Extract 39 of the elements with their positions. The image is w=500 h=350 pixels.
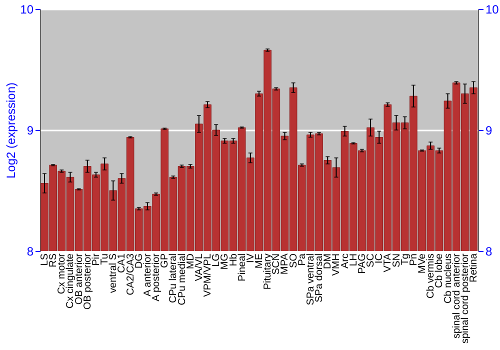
x-tick-label: IV [245, 253, 256, 263]
x-tick-label: Pineal [236, 254, 248, 282]
y2-tick-label: 9 [486, 124, 492, 138]
x-tick-label: Hb [228, 253, 240, 266]
x-tick-label: Pa [296, 253, 308, 266]
x-tick-label: VTA [382, 253, 394, 272]
x-tick-label: DG [134, 253, 145, 268]
x-tick-label: Cb nucleus [442, 254, 454, 304]
x-tick-label: ME [254, 253, 265, 268]
x-tick-label: CPu medial [176, 254, 188, 306]
x-tick-label: RS [48, 253, 60, 268]
x-tick-label: LH [348, 254, 360, 266]
x-tick-label: Retina [468, 253, 480, 282]
y-tick-label: 9 [26, 124, 34, 138]
x-tick-label: PAG [356, 253, 368, 274]
x-tick-label: Arc [340, 254, 351, 268]
x-tick-label: Pituitary [262, 254, 274, 290]
x-tick-label: VMH [331, 254, 342, 276]
x-tick-label: OB posterior [82, 252, 94, 310]
x-tick-label: SO [288, 253, 300, 268]
x-tick-label: Pn [408, 254, 420, 266]
y2-tick-label: 10 [486, 2, 500, 16]
y-tick-label: 10 [20, 2, 34, 16]
x-tick-label: Tg [400, 254, 411, 266]
x-tick-label: OB anterior [74, 252, 85, 305]
x-tick-label: A posterior [151, 252, 162, 302]
x-tick-label: SN [391, 254, 402, 268]
x-tick-label: A anterior [142, 252, 154, 296]
x-tick-label: spinal cord anterior [451, 252, 462, 339]
x-tick-label: CA1 [116, 253, 128, 273]
x-tick-label: Cb lobe [434, 253, 446, 288]
x-tick-label: CA2/CA3 [125, 253, 136, 296]
y-tick-label: 8 [26, 244, 34, 258]
x-tick-label: Cx cingulate [65, 253, 76, 309]
x-tick-label: spinal cord posterior [460, 252, 471, 344]
x-tick-label: Pir [90, 252, 102, 266]
x-tick-label: MPA [280, 253, 291, 274]
y2-tick-label: 8 [486, 244, 492, 258]
y-axis-title: Log2 (expression) [4, 82, 18, 179]
